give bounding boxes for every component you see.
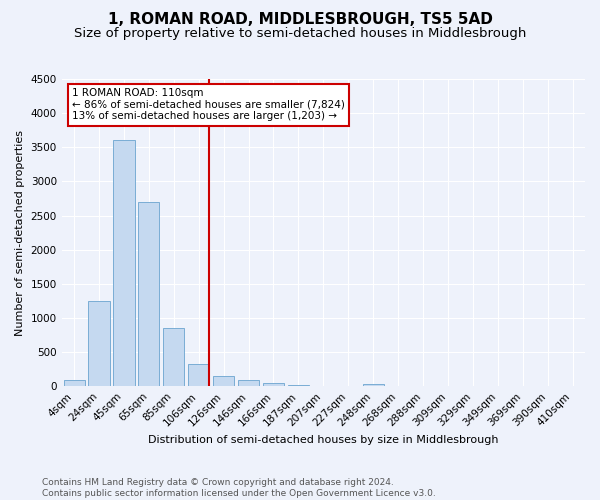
X-axis label: Distribution of semi-detached houses by size in Middlesbrough: Distribution of semi-detached houses by … xyxy=(148,435,499,445)
Bar xyxy=(263,383,284,386)
Bar xyxy=(138,202,160,386)
Bar xyxy=(64,380,85,386)
Text: 1, ROMAN ROAD, MIDDLESBROUGH, TS5 5AD: 1, ROMAN ROAD, MIDDLESBROUGH, TS5 5AD xyxy=(107,12,493,28)
Text: Size of property relative to semi-detached houses in Middlesbrough: Size of property relative to semi-detach… xyxy=(74,28,526,40)
Bar xyxy=(213,376,234,386)
Text: 1 ROMAN ROAD: 110sqm
← 86% of semi-detached houses are smaller (7,824)
13% of se: 1 ROMAN ROAD: 110sqm ← 86% of semi-detac… xyxy=(72,88,345,122)
Bar xyxy=(113,140,134,386)
Bar xyxy=(88,301,110,386)
Bar xyxy=(362,384,384,386)
Text: Contains HM Land Registry data © Crown copyright and database right 2024.
Contai: Contains HM Land Registry data © Crown c… xyxy=(42,478,436,498)
Bar xyxy=(288,385,309,386)
Bar xyxy=(238,380,259,386)
Bar xyxy=(163,328,184,386)
Bar xyxy=(188,364,209,386)
Y-axis label: Number of semi-detached properties: Number of semi-detached properties xyxy=(15,130,25,336)
